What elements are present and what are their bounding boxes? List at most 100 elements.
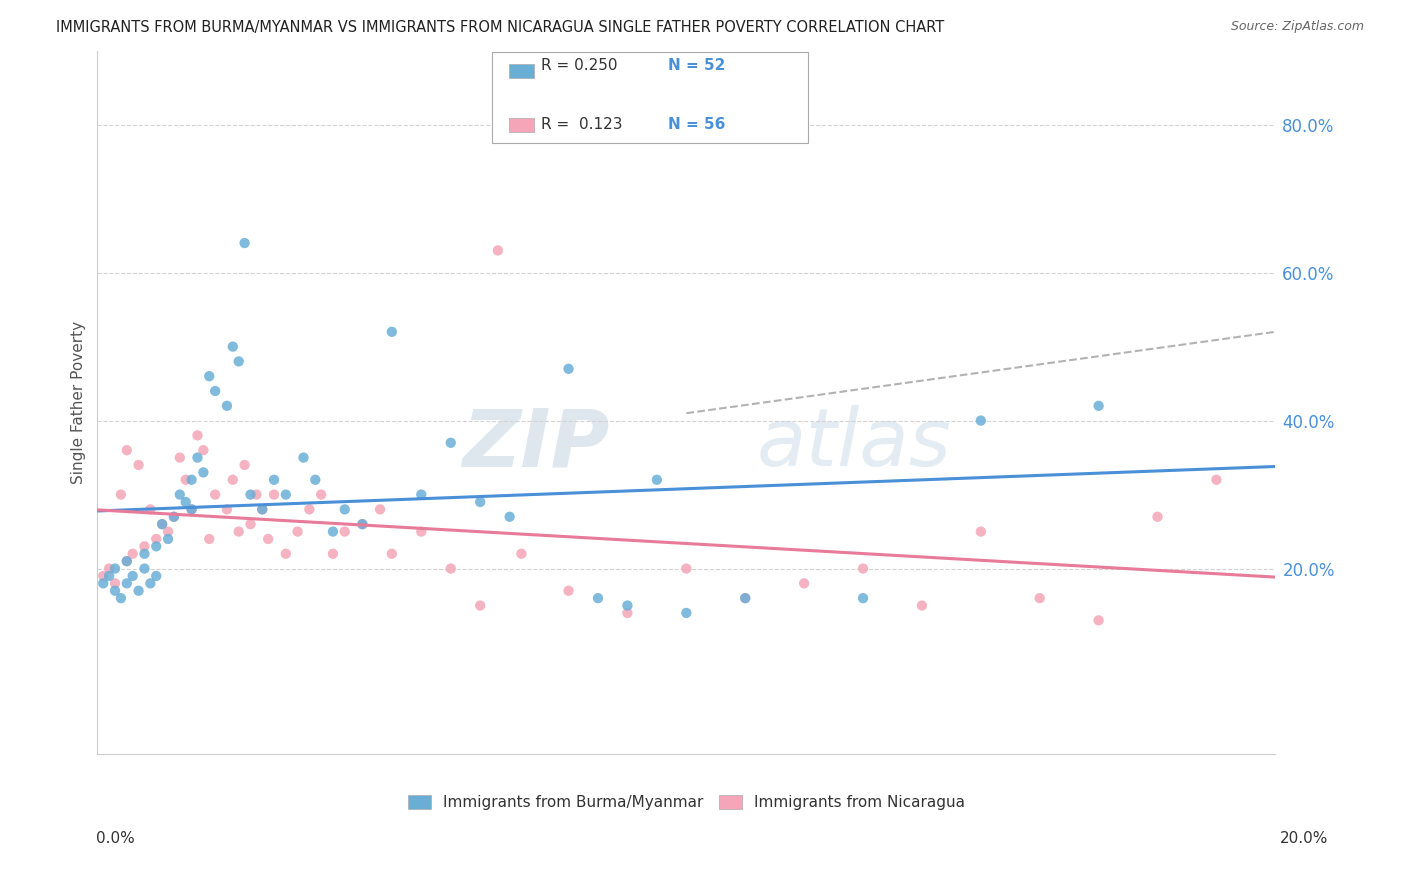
Point (228, 354, 250, 368)
Point (252, 502, 274, 516)
Point (139, 576, 162, 591)
Text: N = 56: N = 56 (668, 118, 725, 132)
Text: Source: ZipAtlas.com: Source: ZipAtlas.com (1230, 20, 1364, 33)
Point (115, 443, 138, 458)
Point (98, 561, 121, 575)
Point (134, 561, 156, 575)
Point (222, 340, 245, 354)
Point (239, 517, 262, 532)
Point (470, 599, 492, 613)
Text: R =  0.123: R = 0.123 (541, 118, 623, 132)
Y-axis label: Single Father Poverty: Single Father Poverty (72, 320, 86, 483)
Point (145, 540, 167, 554)
Point (163, 509, 186, 524)
Point (233, 458, 256, 472)
Point (274, 487, 297, 501)
Point (163, 509, 186, 524)
Point (852, 591, 875, 606)
Point (180, 502, 202, 516)
Point (150, 517, 173, 532)
Point (104, 561, 127, 575)
Point (91, 576, 114, 591)
Point (352, 517, 374, 532)
Point (128, 458, 150, 472)
Point (470, 495, 492, 509)
Point (381, 547, 404, 561)
Text: 0.0%: 0.0% (96, 831, 135, 846)
Point (911, 599, 934, 613)
Point (440, 435, 463, 450)
Point (257, 532, 280, 546)
Point (309, 487, 332, 501)
Point (193, 443, 215, 458)
Point (222, 473, 245, 487)
Point (304, 473, 326, 487)
Point (233, 235, 256, 250)
Text: IMMIGRANTS FROM BURMA/MYANMAR VS IMMIGRANTS FROM NICARAGUA SINGLE FATHER POVERTY: IMMIGRANTS FROM BURMA/MYANMAR VS IMMIGRA… (56, 20, 945, 35)
Point (174, 473, 197, 487)
Point (381, 325, 404, 339)
Point (104, 583, 127, 598)
Point (115, 576, 138, 591)
Point (110, 487, 132, 501)
Point (352, 517, 374, 532)
Point (333, 524, 356, 539)
Point (228, 524, 250, 539)
Text: ZIP: ZIP (463, 405, 610, 483)
Point (180, 473, 202, 487)
Point (793, 576, 815, 591)
Text: 20.0%: 20.0% (1281, 831, 1329, 846)
Point (150, 517, 173, 532)
Point (245, 487, 267, 501)
Text: R = 0.250: R = 0.250 (541, 58, 617, 72)
Point (486, 244, 509, 258)
Point (322, 524, 344, 539)
Point (157, 524, 180, 539)
Text: N = 52: N = 52 (668, 58, 725, 72)
Point (411, 524, 433, 539)
Point (139, 502, 162, 516)
Point (198, 532, 221, 546)
Point (1028, 591, 1050, 606)
Point (734, 591, 756, 606)
Point (115, 554, 138, 568)
Point (287, 524, 309, 539)
Point (104, 576, 127, 591)
Point (215, 502, 238, 516)
Point (675, 606, 697, 620)
Point (204, 487, 226, 501)
Point (645, 473, 668, 487)
Point (675, 561, 697, 575)
Point (970, 524, 993, 539)
Point (298, 502, 321, 516)
Point (115, 554, 138, 568)
Point (169, 450, 191, 465)
Point (174, 495, 197, 509)
Point (586, 591, 609, 606)
Point (1205, 473, 1227, 487)
Point (128, 583, 150, 598)
Point (157, 532, 180, 546)
Point (239, 487, 262, 501)
Legend: Immigrants from Burma/Myanmar, Immigrants from Nicaragua: Immigrants from Burma/Myanmar, Immigrant… (402, 789, 972, 816)
Point (204, 384, 226, 398)
Point (121, 569, 143, 583)
Point (333, 502, 356, 516)
Text: atlas: atlas (756, 405, 952, 483)
Point (1087, 399, 1109, 413)
Point (263, 473, 285, 487)
Point (1087, 613, 1109, 627)
Point (98, 569, 121, 583)
Point (169, 487, 191, 501)
Point (440, 561, 463, 575)
Point (186, 450, 208, 465)
Point (557, 583, 579, 598)
Point (557, 361, 579, 376)
Point (852, 561, 875, 575)
Point (616, 606, 638, 620)
Point (145, 532, 167, 546)
Point (734, 591, 756, 606)
Point (274, 547, 297, 561)
Point (1146, 509, 1168, 524)
Point (198, 369, 221, 384)
